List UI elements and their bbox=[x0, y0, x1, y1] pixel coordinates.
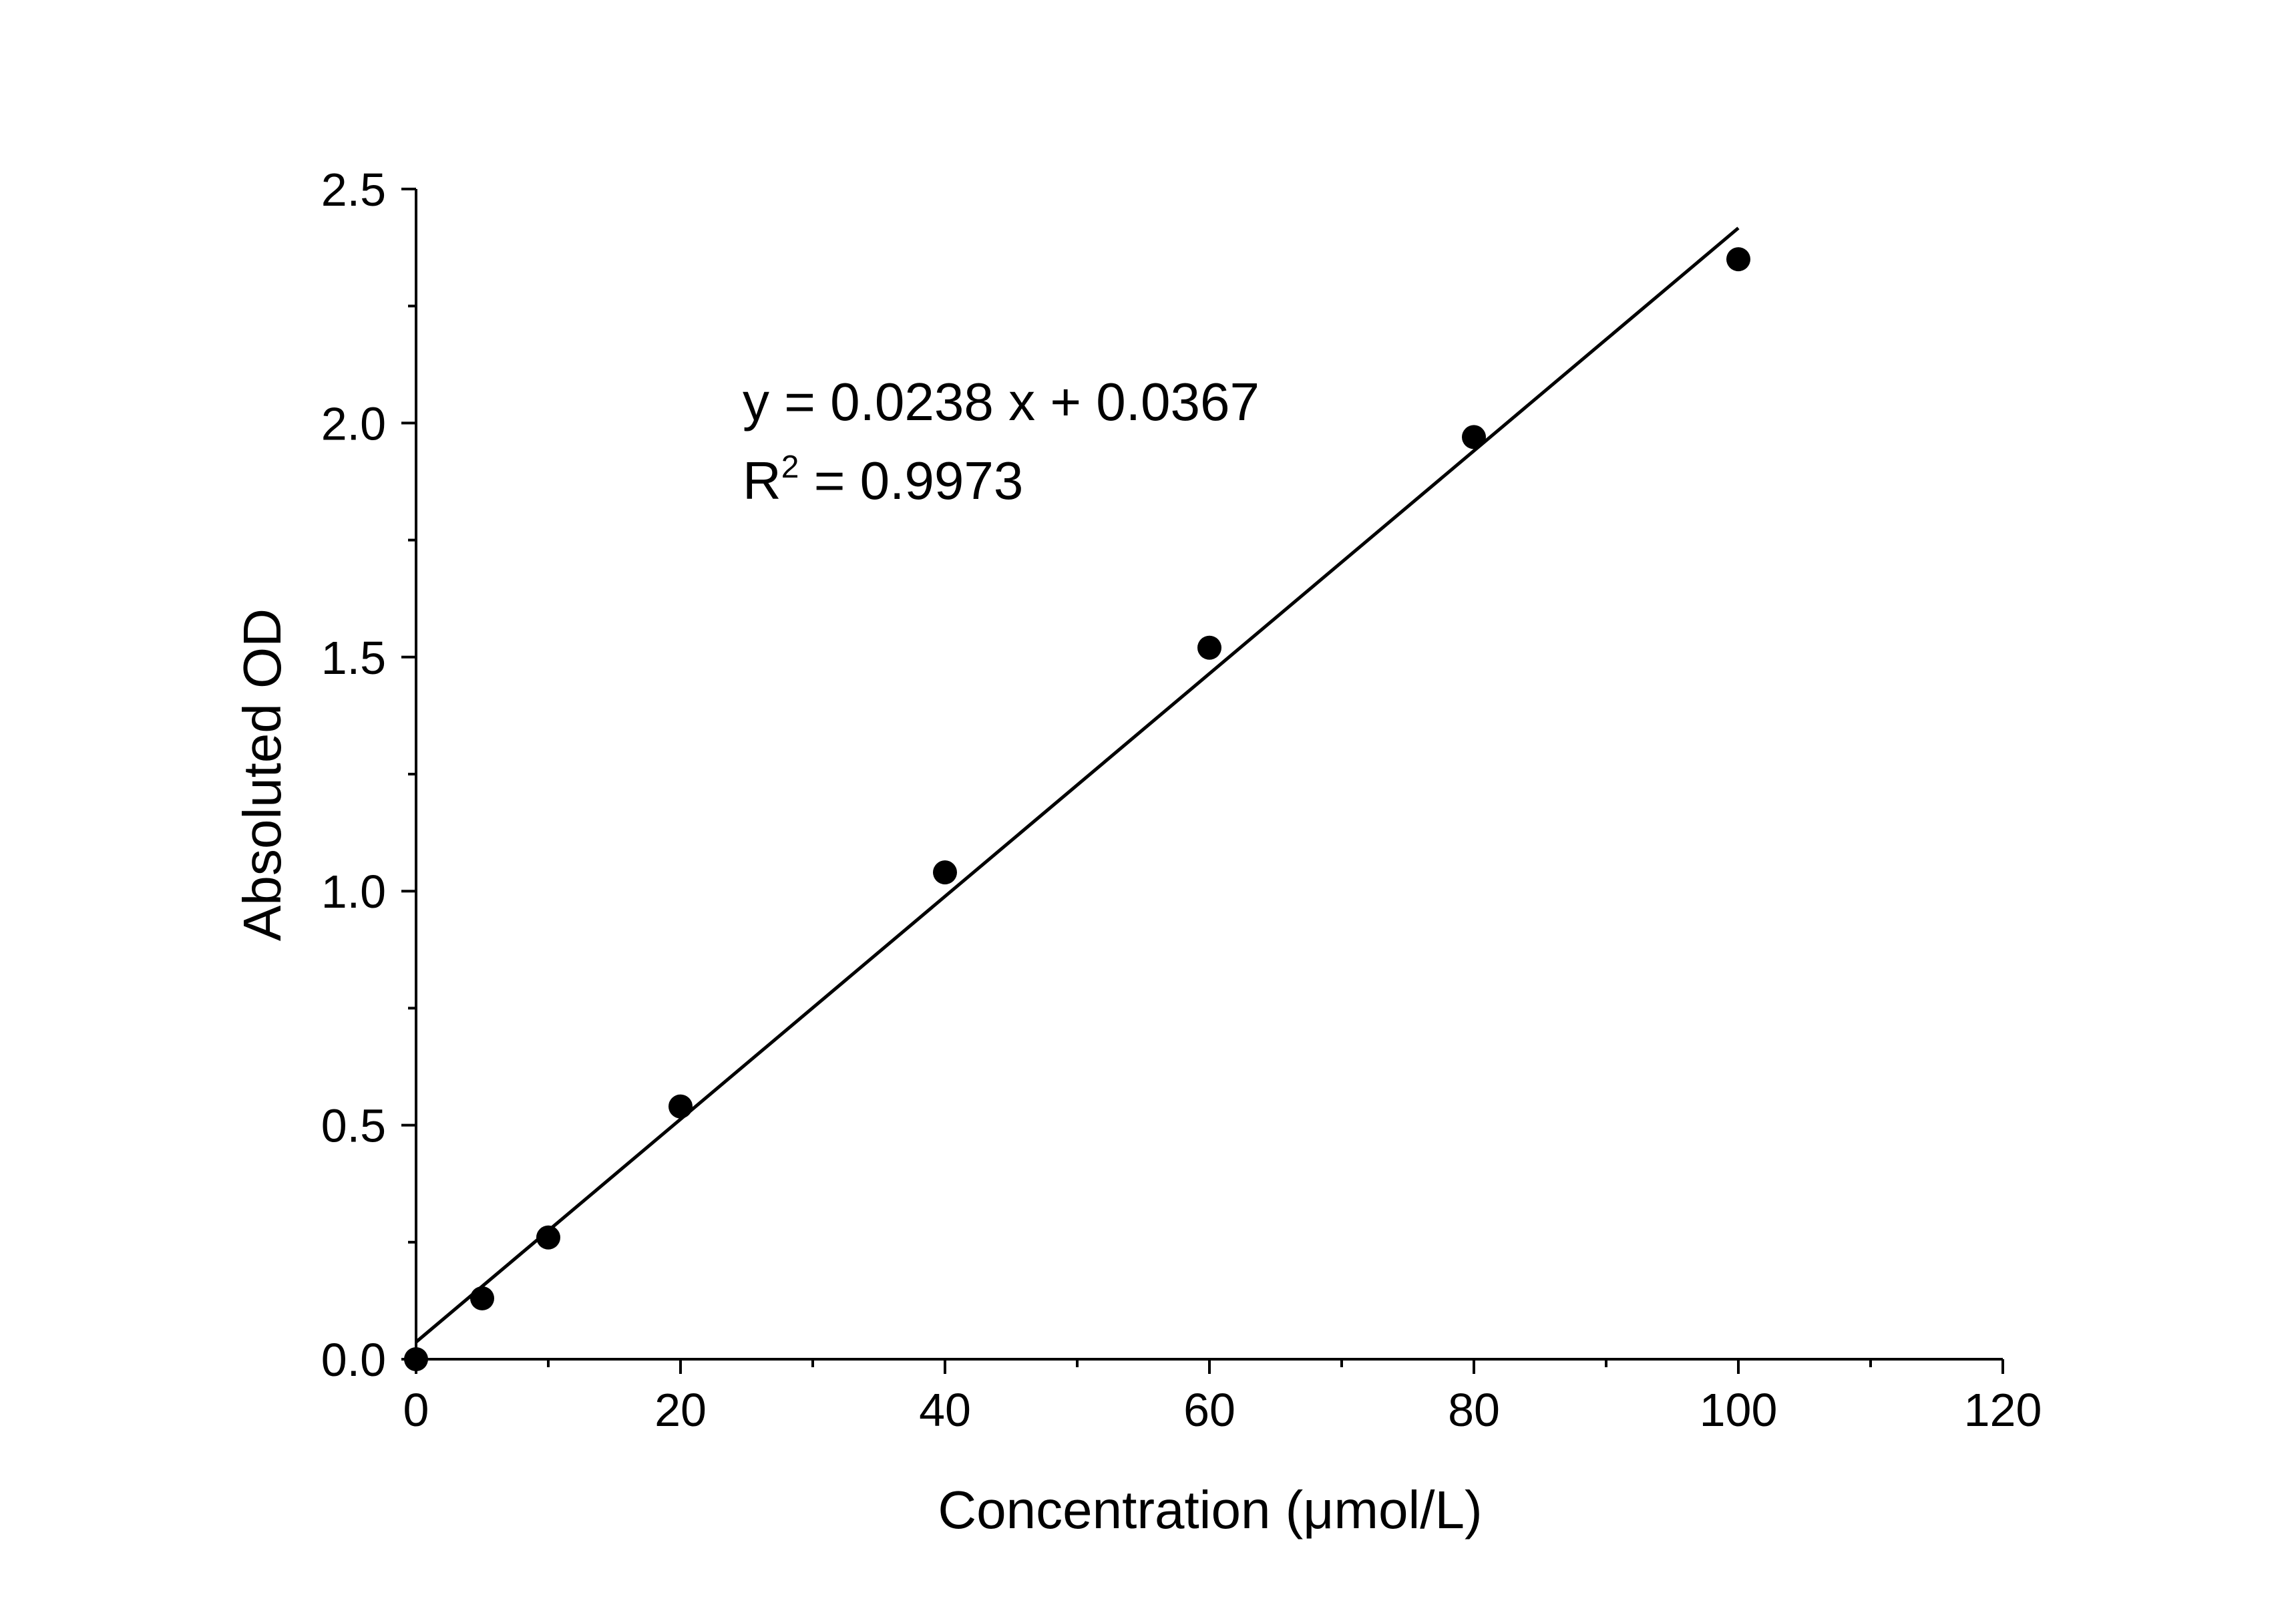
y-tick-label: 0.5 bbox=[321, 1100, 386, 1152]
ticks-layer: 0 20 40 60 80 100 120 0.0 0.5 1.0 1.5 2.0 2.5 bbox=[321, 164, 2042, 1436]
y-tick-label: 2.5 bbox=[321, 164, 386, 216]
y-tick-label: 0.0 bbox=[321, 1334, 386, 1386]
y-tick-label: 2.0 bbox=[321, 397, 386, 450]
y-axis-title: Absoluted OD bbox=[232, 608, 292, 941]
x-axis-title: Concentration (μmol/L) bbox=[938, 1480, 1482, 1540]
regression-line bbox=[415, 226, 1740, 1344]
data-point bbox=[1197, 635, 1221, 660]
y-tick-label: 1.5 bbox=[321, 632, 386, 684]
data-point bbox=[536, 1225, 560, 1250]
y-tick-label: 1.0 bbox=[321, 866, 386, 918]
data-point bbox=[1462, 425, 1486, 450]
x-tick-label: 120 bbox=[1964, 1384, 2042, 1436]
x-tick-label: 20 bbox=[654, 1384, 707, 1436]
x-tick-label: 40 bbox=[919, 1384, 971, 1436]
data-point bbox=[1726, 247, 1750, 272]
r-squared-label: R2 = 0.9973 bbox=[743, 450, 1023, 510]
data-point bbox=[668, 1094, 693, 1119]
data-point bbox=[933, 860, 957, 885]
data-point bbox=[404, 1347, 428, 1371]
x-tick-label: 60 bbox=[1183, 1384, 1235, 1436]
x-tick-label: 0 bbox=[403, 1384, 429, 1436]
data-point bbox=[470, 1286, 494, 1310]
x-tick-label: 100 bbox=[1700, 1384, 1778, 1436]
x-tick-label: 80 bbox=[1448, 1384, 1500, 1436]
equation-label: y = 0.0238 x + 0.0367 bbox=[743, 372, 1260, 431]
data-points bbox=[404, 247, 1750, 1371]
